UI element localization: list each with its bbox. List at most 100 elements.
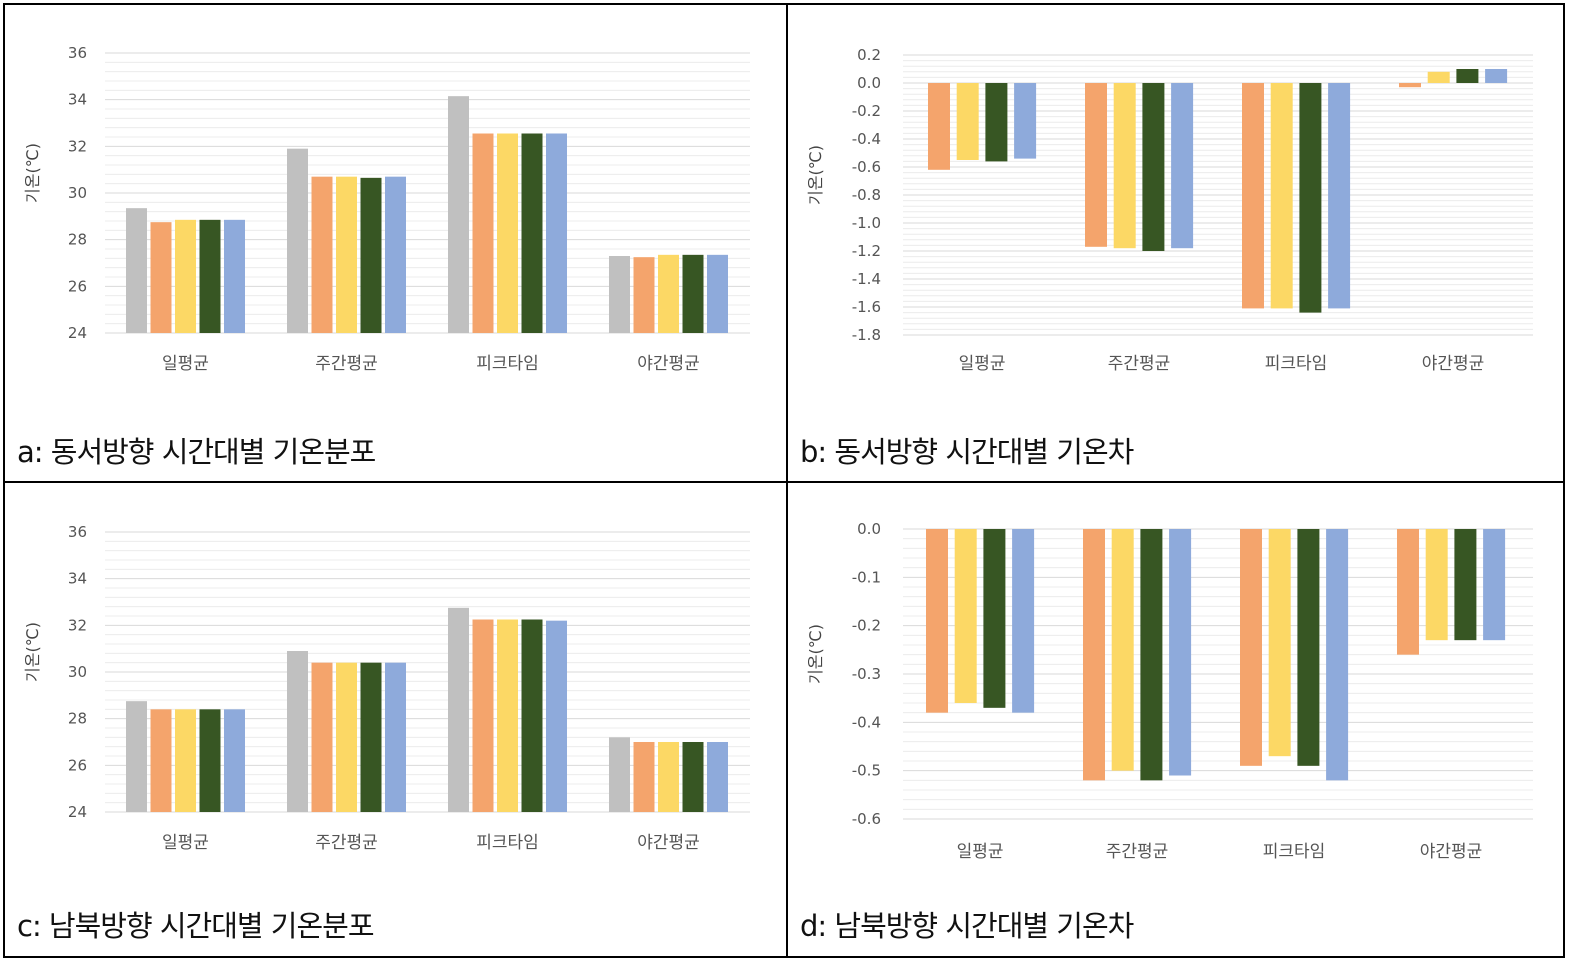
bar-피크타임-series-2 [1268, 529, 1291, 757]
bar-피크타임-series-2 [1270, 83, 1293, 309]
x-category-label: 피크타임 [1263, 842, 1326, 862]
bar-주간평균-series-1 [287, 651, 308, 812]
bar-주간평균-series-3 [336, 176, 357, 333]
chart-d: -0.6 -0.5 -0.4 -0.3 -0.2 -0.1 0.0 기온(℃) 일평균 주간평균 피… [806, 520, 1533, 862]
bar-피크타임-series-1 [448, 607, 469, 812]
x-category-label: 주간평균 [315, 354, 378, 374]
y-tick-label: 28 [68, 231, 87, 249]
y-tick-label: -0.3 [852, 665, 881, 683]
y-tick-label: 30 [68, 184, 87, 202]
x-category-label: 일평균 [959, 354, 1006, 374]
bar-피크타임-series-1 [1240, 529, 1262, 766]
bar-피크타임-series-5 [546, 620, 567, 812]
bar-일평균-series-3 [175, 709, 196, 812]
figure-grid: 24 26 28 30 32 34 36 기온(℃) 일평균 주간평균 피크타임 야간평균 a: 동서… [3, 3, 1565, 958]
y-axis-title: 기온(℃) [806, 145, 825, 205]
x-category-label: 야간평균 [637, 833, 700, 853]
y-tick-label: 0.0 [857, 74, 881, 92]
bar-야간평균-series-5 [707, 254, 728, 333]
bar-피크타임-series-4 [1328, 83, 1351, 309]
bar-야간평균-series-1 [609, 737, 630, 812]
caption-d: d: 남북방향 시간대별 기온차 [800, 909, 1134, 943]
bar-주간평균-series-3 [1142, 83, 1165, 251]
grid-lines [903, 54, 1533, 336]
bar-일평균-series-4 [1012, 529, 1035, 713]
caption-b: b: 동서방향 시간대별 기온차 [800, 435, 1134, 469]
bar-주간평균-series-1 [1083, 529, 1105, 781]
bar-일평균-series-2 [954, 529, 977, 703]
y-tick-label: 30 [68, 663, 87, 681]
bar-피크타임-series-5 [546, 133, 567, 333]
bar-주간평균-series-4 [360, 662, 382, 812]
bar-주간평균-series-3 [1140, 529, 1163, 781]
bar-일평균-series-4 [199, 709, 221, 812]
y-tick-label: -0.2 [852, 102, 881, 120]
y-tick-label: -0.4 [852, 130, 881, 148]
y-tick-label: -0.8 [852, 186, 881, 204]
bar-주간평균-series-1 [287, 148, 308, 333]
y-tick-label: -0.5 [852, 762, 881, 780]
bar-주간평균-series-4 [1169, 529, 1192, 776]
bar-일평균-series-3 [985, 83, 1008, 162]
x-category-label: 주간평균 [1106, 842, 1169, 862]
y-tick-label: 36 [68, 44, 87, 62]
x-category-label: 일평균 [162, 354, 209, 374]
bar-피크타임-series-4 [521, 133, 543, 333]
y-tick-label: -0.2 [852, 617, 881, 635]
y-tick-label: 0.2 [857, 46, 881, 64]
chart-b: -1.8 -1.6 -1.4 -1.2 -1.0 -0.8 -0.6 -0.4 -0.2 0.0 0… [806, 46, 1533, 374]
bar-일평균-series-1 [928, 83, 950, 170]
bar-야간평균-series-4 [1485, 69, 1508, 83]
x-category-label: 피크타임 [1265, 354, 1328, 374]
y-tick-label: 32 [68, 616, 87, 634]
bar-야간평균-series-1 [1397, 529, 1419, 655]
bar-주간평균-series-5 [385, 176, 406, 333]
caption-c: c: 남북방향 시간대별 기온분포 [17, 909, 375, 943]
bar-피크타임-series-4 [521, 619, 543, 812]
bar-피크타임-series-3 [497, 619, 518, 812]
x-category-label: 일평균 [957, 842, 1004, 862]
bar-야간평균-series-3 [1454, 529, 1477, 641]
bar-야간평균-series-2 [1427, 71, 1450, 83]
panel-d: -0.6 -0.5 -0.4 -0.3 -0.2 -0.1 0.0 기온(℃) 일평균 주간평균 피… [788, 483, 1565, 956]
bar-일평균-series-1 [126, 701, 147, 812]
x-category-label: 주간평균 [1108, 354, 1171, 374]
bar-야간평균-series-1 [1399, 83, 1421, 88]
y-tick-label: 0.0 [857, 520, 881, 538]
bar-야간평균-series-2 [633, 257, 655, 333]
y-tick-label: -1.2 [852, 242, 881, 260]
bar-야간평균-series-3 [1456, 69, 1479, 83]
bar-피크타임-series-3 [1299, 83, 1322, 313]
x-category-label: 피크타임 [476, 833, 539, 853]
grid-divider-horizontal [5, 481, 1563, 483]
bar-피크타임-series-4 [1326, 529, 1349, 781]
panel-c: 24 26 28 30 32 34 36 기온(℃) 일평균 주간평균 피크타임 야간평균 c: 남북… [5, 483, 786, 956]
bar-일평균-series-3 [983, 529, 1006, 708]
y-tick-label: 26 [68, 756, 87, 774]
y-axis-title: 기온(℃) [806, 624, 825, 684]
panel-b: -1.8 -1.6 -1.4 -1.2 -1.0 -0.8 -0.6 -0.4 -0.2 0.0 0… [788, 5, 1565, 481]
bar-일평균-series-4 [1014, 83, 1037, 159]
y-tick-label: 34 [68, 570, 87, 588]
bar-피크타임-series-1 [1242, 83, 1264, 309]
x-category-label: 야간평균 [1420, 842, 1483, 862]
y-tick-label: 34 [68, 91, 87, 109]
bar-일평균-series-5 [224, 219, 245, 333]
bar-피크타임-series-2 [472, 619, 494, 812]
bar-야간평균-series-4 [682, 254, 704, 333]
y-tick-label: -0.1 [852, 568, 881, 586]
bar-일평균-series-4 [199, 219, 221, 333]
y-tick-label: -1.6 [852, 298, 881, 316]
x-category-label: 일평균 [162, 833, 209, 853]
bar-피크타임-series-1 [448, 96, 469, 334]
y-tick-label: -0.6 [852, 158, 881, 176]
bar-야간평균-series-2 [1425, 529, 1448, 641]
bar-야간평균-series-4 [1483, 529, 1506, 641]
chart-a: 24 26 28 30 32 34 36 기온(℃) 일평균 주간평균 피크타임 야간평균 [23, 44, 750, 374]
grid-lines [105, 52, 750, 334]
bar-일평균-series-3 [175, 219, 196, 333]
y-tick-label: -1.0 [852, 214, 881, 232]
bar-주간평균-series-2 [1111, 529, 1134, 771]
y-tick-label: -0.6 [852, 810, 881, 828]
panel-a: 24 26 28 30 32 34 36 기온(℃) 일평균 주간평균 피크타임 야간평균 a: 동서… [5, 5, 786, 481]
